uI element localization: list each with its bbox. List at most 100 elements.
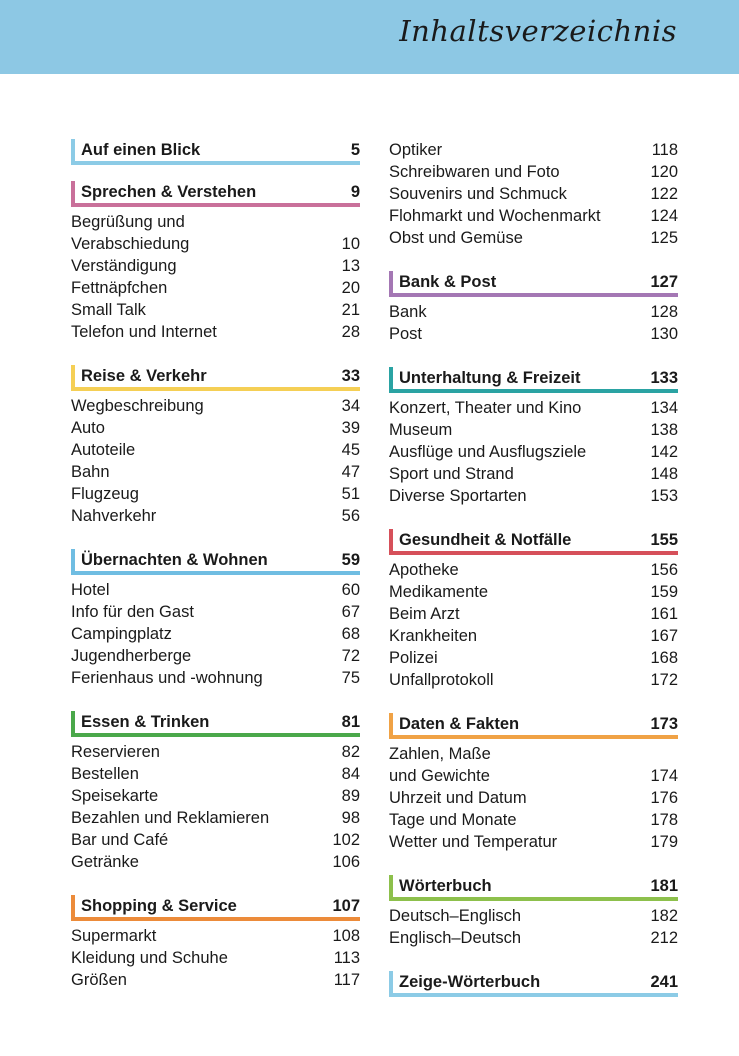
toc-entry[interactable]: Campingplatz 68 — [71, 623, 360, 645]
section-heading[interactable]: Gesundheit & Notfälle 155 — [389, 529, 678, 555]
entry-label: Tage und Monate — [389, 811, 517, 829]
toc-entry[interactable]: Bezahlen und Reklamieren 98 — [71, 807, 360, 829]
toc-entry[interactable]: Unfallprotokoll 172 — [389, 669, 678, 691]
toc-entry[interactable]: Verabschiedung 10 — [71, 233, 360, 255]
toc-section: Optiker 118 Schreibwaren und Foto 120 Souven… — [389, 139, 678, 249]
section-heading[interactable]: Daten & Fakten 173 — [389, 713, 678, 739]
entry-label: Supermarkt — [71, 927, 157, 945]
toc-entry[interactable]: Souvenirs und Schmuck 122 — [389, 183, 678, 205]
section-heading[interactable]: Wörterbuch 181 — [389, 875, 678, 901]
entry-page-number: 138 — [650, 421, 678, 439]
toc-entry[interactable]: Hotel 60 — [71, 579, 360, 601]
entry-label: Apotheke — [389, 561, 459, 579]
section-heading[interactable]: Bank & Post 127 — [389, 271, 678, 297]
toc-entry[interactable]: Flugzeug 51 — [71, 483, 360, 505]
entry-label: Schreibwaren und Foto — [389, 163, 560, 181]
toc-entry[interactable]: Getränke 106 — [71, 851, 360, 873]
entry-page-number: 172 — [650, 671, 678, 689]
toc-section: Shopping & Service 107 Supermarkt 108 Kleidu… — [71, 895, 360, 991]
toc-entry[interactable]: Medikamente 159 — [389, 581, 678, 603]
toc-entry[interactable]: Speisekarte 89 — [71, 785, 360, 807]
toc-entry[interactable]: Apotheke 156 — [389, 559, 678, 581]
toc-entry[interactable]: Fettnäpfchen 20 — [71, 277, 360, 299]
toc-entry[interactable]: Konzert, Theater und Kino 134 — [389, 397, 678, 419]
section-heading[interactable]: Reise & Verkehr 33 — [71, 365, 360, 391]
toc-section: Bank & Post 127 Bank 128 Post 130 — [389, 271, 678, 345]
section-heading[interactable]: Unterhaltung & Freizeit 133 — [389, 367, 678, 393]
entry-label: Optiker — [389, 141, 443, 159]
entry-page-number: 128 — [650, 303, 678, 321]
entry-label: Ferienhaus und -wohnung — [71, 669, 263, 687]
toc-section: Unterhaltung & Freizeit 133 Konzert, Theat… — [389, 367, 678, 507]
toc-entry[interactable]: Diverse Sportarten 153 — [389, 485, 678, 507]
toc-entry[interactable]: Info für den Gast 67 — [71, 601, 360, 623]
toc-entry[interactable]: Jugendherberge 72 — [71, 645, 360, 667]
toc-entry[interactable]: Optiker 118 — [389, 139, 678, 161]
toc-entry[interactable]: Small Talk 21 — [71, 299, 360, 321]
entry-page-number: 176 — [650, 789, 678, 807]
section-heading[interactable]: Zeige-Wörterbuch 241 — [389, 971, 678, 997]
toc-entry[interactable]: Kleidung und Schuhe 113 — [71, 947, 360, 969]
toc-entry[interactable]: Flohmarkt und Wochenmarkt 124 — [389, 205, 678, 227]
entry-label: Sport und Strand — [389, 465, 514, 483]
toc-entry[interactable]: Obst und Gemüse 125 — [389, 227, 678, 249]
toc-entry[interactable]: und Gewichte 174 — [389, 765, 678, 787]
entry-page-number: 118 — [651, 141, 678, 159]
entry-page-number: 134 — [650, 399, 678, 417]
toc-entry[interactable]: Autoteile 45 — [71, 439, 360, 461]
toc-entry[interactable]: Bar und Café 102 — [71, 829, 360, 851]
entry-page-number: 124 — [650, 207, 678, 225]
section-page-number: 81 — [341, 712, 360, 731]
entry-page-number: 153 — [650, 487, 678, 505]
section-title: Wörterbuch — [399, 876, 492, 895]
toc-entry[interactable]: Bank 128 — [389, 301, 678, 323]
section-heading[interactable]: Übernachten & Wohnen 59 — [71, 549, 360, 575]
section-title: Shopping & Service — [81, 896, 237, 915]
toc-entry[interactable]: Ausflüge und Ausflugsziele 142 — [389, 441, 678, 463]
section-page-number: 107 — [332, 896, 360, 915]
entry-page-number: 60 — [341, 581, 360, 599]
section-heading[interactable]: Sprechen & Verstehen 9 — [71, 181, 360, 207]
toc-entry[interactable]: Nahverkehr 56 — [71, 505, 360, 527]
section-heading[interactable]: Auf einen Blick 5 — [71, 139, 360, 165]
toc-entry[interactable]: Zahlen, Maße — [389, 743, 678, 765]
toc-entry[interactable]: Begrüßung und — [71, 211, 360, 233]
entry-page-number: 212 — [650, 929, 678, 947]
entry-label: Auto — [71, 419, 105, 437]
toc-entry[interactable]: Englisch–Deutsch 212 — [389, 927, 678, 949]
toc-entry[interactable]: Museum 138 — [389, 419, 678, 441]
toc-entry[interactable]: Uhrzeit und Datum 176 — [389, 787, 678, 809]
entry-label: Hotel — [71, 581, 110, 599]
entry-page-number: 56 — [341, 507, 360, 525]
toc-entry[interactable]: Schreibwaren und Foto 120 — [389, 161, 678, 183]
toc-entry[interactable]: Bahn 47 — [71, 461, 360, 483]
toc-entry[interactable]: Größen 117 — [71, 969, 360, 991]
toc-entry[interactable]: Krankheiten 167 — [389, 625, 678, 647]
toc-entry[interactable]: Verständigung 13 — [71, 255, 360, 277]
toc-entry[interactable]: Supermarkt 108 — [71, 925, 360, 947]
toc-entry[interactable]: Sport und Strand 148 — [389, 463, 678, 485]
toc-entry[interactable]: Beim Arzt 161 — [389, 603, 678, 625]
toc-entry[interactable]: Wetter und Temperatur 179 — [389, 831, 678, 853]
toc-entry[interactable]: Deutsch–Englisch 182 — [389, 905, 678, 927]
entry-page-number: 84 — [341, 765, 360, 783]
toc-section: Zeige-Wörterbuch 241 — [389, 971, 678, 997]
toc-entry[interactable]: Bestellen 84 — [71, 763, 360, 785]
entry-page-number: 102 — [332, 831, 360, 849]
section-page-number: 5 — [350, 140, 360, 159]
entry-label: Getränke — [71, 853, 139, 871]
entry-label: Bestellen — [71, 765, 139, 783]
toc-entry[interactable]: Auto 39 — [71, 417, 360, 439]
toc-section: Essen & Trinken 81 Reservieren 82 Bestellen 8… — [71, 711, 360, 873]
toc-entry[interactable]: Telefon und Internet 28 — [71, 321, 360, 343]
toc-entry[interactable]: Wegbeschreibung 34 — [71, 395, 360, 417]
toc-entry[interactable]: Reservieren 82 — [71, 741, 360, 763]
toc-entry[interactable]: Polizei 168 — [389, 647, 678, 669]
section-heading[interactable]: Essen & Trinken 81 — [71, 711, 360, 737]
toc-entry[interactable]: Post 130 — [389, 323, 678, 345]
section-heading[interactable]: Shopping & Service 107 — [71, 895, 360, 921]
entry-label: und Gewichte — [389, 767, 490, 785]
entry-label: Flugzeug — [71, 485, 139, 503]
toc-entry[interactable]: Ferienhaus und -wohnung 75 — [71, 667, 360, 689]
toc-entry[interactable]: Tage und Monate 178 — [389, 809, 678, 831]
